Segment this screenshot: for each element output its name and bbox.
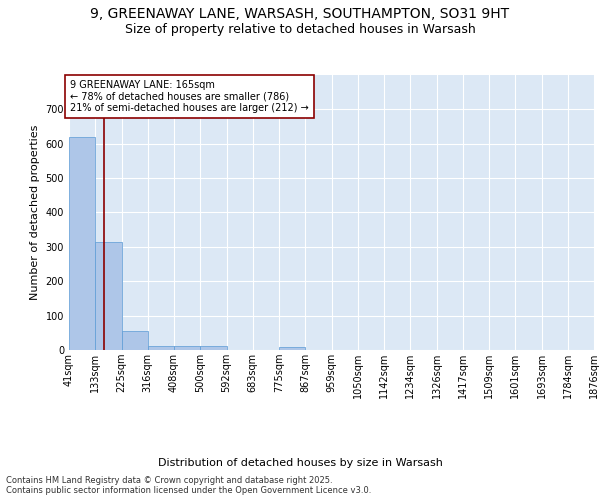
Bar [200,346,227,350]
Y-axis label: Number of detached properties: Number of detached properties [30,125,40,300]
Bar [69,137,95,350]
Bar [122,331,148,350]
Text: 9 GREENAWAY LANE: 165sqm
← 78% of detached houses are smaller (786)
21% of semi-: 9 GREENAWAY LANE: 165sqm ← 78% of detach… [70,80,309,114]
Bar [279,347,305,350]
Bar [148,346,174,350]
Bar [95,242,122,350]
Text: Contains HM Land Registry data © Crown copyright and database right 2025.
Contai: Contains HM Land Registry data © Crown c… [6,476,371,495]
Bar [174,346,200,350]
Text: Distribution of detached houses by size in Warsash: Distribution of detached houses by size … [158,458,442,468]
Text: 9, GREENAWAY LANE, WARSASH, SOUTHAMPTON, SO31 9HT: 9, GREENAWAY LANE, WARSASH, SOUTHAMPTON,… [91,8,509,22]
Text: Size of property relative to detached houses in Warsash: Size of property relative to detached ho… [125,22,475,36]
